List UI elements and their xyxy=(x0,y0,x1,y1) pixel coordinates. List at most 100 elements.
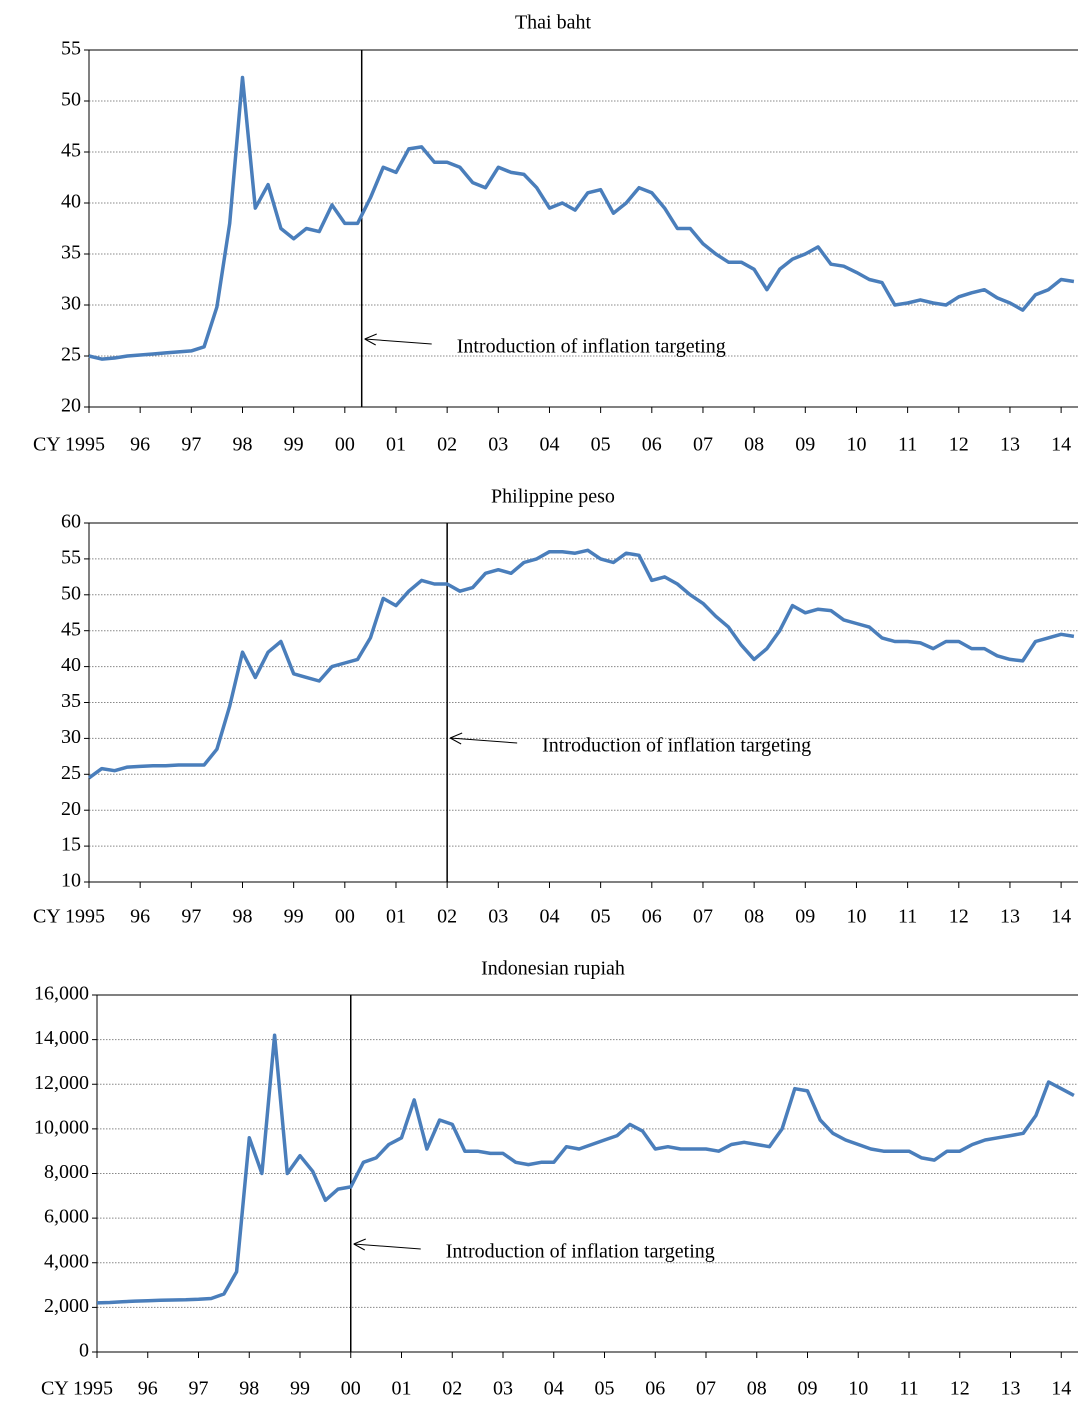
x-tick-label: 96 xyxy=(130,906,150,928)
x-tick-label: 98 xyxy=(232,434,252,456)
x-tick-label: 96 xyxy=(130,434,150,456)
x-tick-label: 11 xyxy=(899,1378,918,1400)
y-tick-label: 30 xyxy=(61,293,81,315)
x-tick-label: 99 xyxy=(284,434,304,456)
x-tick-label: 14 xyxy=(1051,434,1071,456)
x-tick-label: 98 xyxy=(239,1378,259,1400)
x-tick-label: 13 xyxy=(1001,1378,1021,1400)
x-tick-label: 06 xyxy=(642,434,662,456)
y-tick-label: 4,000 xyxy=(44,1250,89,1272)
y-tick-label: 50 xyxy=(61,582,81,604)
x-tick-label: 14 xyxy=(1051,1378,1071,1400)
x-tick-label: 05 xyxy=(591,434,611,456)
chart-title: Philippine peso xyxy=(491,486,615,508)
x-tick-label: 06 xyxy=(645,1378,665,1400)
x-tick-label: 13 xyxy=(1000,434,1020,456)
y-tick-label: 2,000 xyxy=(44,1295,89,1317)
y-tick-label: 14,000 xyxy=(34,1027,89,1049)
y-tick-label: 0 xyxy=(79,1340,89,1362)
x-tick-label: 02 xyxy=(442,1378,462,1400)
arrow-head xyxy=(353,1238,366,1251)
y-tick-label: 12,000 xyxy=(34,1072,89,1094)
x-tick-label: 96 xyxy=(138,1378,158,1400)
x-tick-label: 00 xyxy=(341,1378,361,1400)
x-tick-label: 02 xyxy=(437,906,457,928)
y-tick-label: 15 xyxy=(61,834,81,856)
y-tick-label: 40 xyxy=(61,191,81,213)
series-line xyxy=(87,548,1075,780)
y-tick-label: 25 xyxy=(61,344,81,366)
x-tick-label: 01 xyxy=(392,1378,412,1400)
y-tick-label: 10 xyxy=(61,870,81,892)
annotation-text: Introduction of inflation targeting xyxy=(446,1241,715,1263)
x-tick-label: 03 xyxy=(493,1378,513,1400)
x-tick-label: 12 xyxy=(949,906,969,928)
x-tick-label: CY 1995 xyxy=(33,906,105,928)
y-tick-label: 6,000 xyxy=(44,1206,89,1228)
y-tick-label: 45 xyxy=(61,140,81,162)
x-tick-label: 00 xyxy=(335,434,355,456)
x-tick-label: CY 1995 xyxy=(41,1378,113,1400)
y-tick-label: 35 xyxy=(61,690,81,712)
y-tick-label: 55 xyxy=(61,546,81,568)
chart-title: Indonesian rupiah xyxy=(481,958,625,980)
x-tick-label: 13 xyxy=(1000,906,1020,928)
x-tick-label: 00 xyxy=(335,906,355,928)
y-tick-label: 20 xyxy=(61,798,81,820)
annotation-arrow xyxy=(353,1243,421,1250)
x-tick-label: 05 xyxy=(591,906,611,928)
x-tick-label: 12 xyxy=(949,434,969,456)
x-tick-label: 14 xyxy=(1051,906,1071,928)
y-tick-label: 25 xyxy=(61,762,81,784)
annotation-text: Introduction of inflation targeting xyxy=(542,735,811,757)
x-tick-label: 98 xyxy=(232,906,252,928)
x-tick-label: 07 xyxy=(693,434,713,456)
x-tick-label: 08 xyxy=(744,906,764,928)
x-tick-label: CY 1995 xyxy=(33,434,105,456)
y-tick-label: 20 xyxy=(61,395,81,417)
x-tick-label: 05 xyxy=(595,1378,615,1400)
x-tick-label: 12 xyxy=(950,1378,970,1400)
x-tick-label: 10 xyxy=(846,434,866,456)
x-tick-label: 99 xyxy=(290,1378,310,1400)
arrow-head xyxy=(364,333,377,346)
x-tick-label: 08 xyxy=(747,1378,767,1400)
x-tick-label: 99 xyxy=(284,906,304,928)
x-tick-label: 97 xyxy=(181,434,201,456)
annotation-arrow xyxy=(364,338,432,345)
x-tick-label: 02 xyxy=(437,434,457,456)
x-tick-label: 07 xyxy=(696,1378,716,1400)
x-tick-label: 97 xyxy=(181,906,201,928)
x-tick-label: 10 xyxy=(848,1378,868,1400)
series-line xyxy=(88,75,1075,361)
x-tick-label: 04 xyxy=(539,906,559,928)
chart-title: Thai baht xyxy=(515,12,592,34)
y-tick-label: 55 xyxy=(61,38,81,60)
x-tick-label: 11 xyxy=(898,434,917,456)
x-tick-label: 11 xyxy=(898,906,917,928)
x-tick-label: 03 xyxy=(488,434,508,456)
x-tick-label: 04 xyxy=(539,434,559,456)
y-tick-label: 30 xyxy=(61,726,81,748)
x-tick-label: 07 xyxy=(693,906,713,928)
arrow-head xyxy=(449,732,463,745)
x-tick-label: 01 xyxy=(386,434,406,456)
x-tick-label: 97 xyxy=(189,1378,209,1400)
x-tick-label: 10 xyxy=(846,906,866,928)
x-tick-label: 06 xyxy=(642,906,662,928)
x-tick-label: 04 xyxy=(544,1378,564,1400)
series-line xyxy=(96,1033,1075,1305)
y-tick-label: 50 xyxy=(61,89,81,111)
annotation-arrow xyxy=(450,737,518,744)
x-tick-label: 08 xyxy=(744,434,764,456)
x-tick-label: 09 xyxy=(795,434,815,456)
annotation-text: Introduction of inflation targeting xyxy=(457,336,726,358)
x-tick-label: 09 xyxy=(795,906,815,928)
y-tick-label: 35 xyxy=(61,242,81,264)
y-tick-label: 8,000 xyxy=(44,1161,89,1183)
y-tick-label: 45 xyxy=(61,618,81,640)
x-tick-label: 01 xyxy=(386,906,406,928)
y-tick-label: 60 xyxy=(61,511,81,533)
